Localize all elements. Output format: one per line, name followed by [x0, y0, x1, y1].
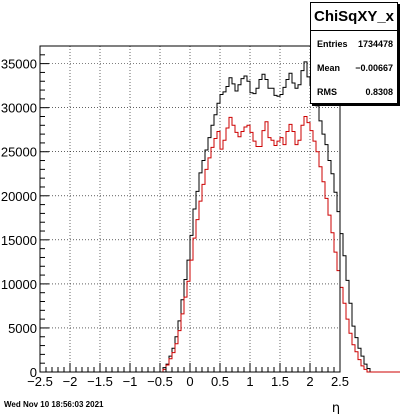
y-tick-label: 10000	[1, 277, 37, 292]
x-tick-label: −0.5	[147, 374, 173, 389]
stats-box: ChiSqXY_x Entries 1734478 Mean −0.00667 …	[310, 2, 398, 104]
stats-label: Mean	[317, 63, 341, 73]
x-axis-label: η	[332, 401, 340, 414]
x-tick-label: −2	[63, 374, 78, 389]
x-tick-label: 2.5	[331, 374, 349, 389]
x-tick-label: 1	[246, 374, 253, 389]
x-tick-label: −1.5	[87, 374, 113, 389]
axis-ticks: −2.5 −2 −1.5 −1 −0.5 0 0.5 1 1.5 2 2.5 0 5000 10000 15…	[1, 45, 349, 389]
x-tick-label: −1	[123, 374, 138, 389]
x-tick-label: 2	[306, 374, 313, 389]
stats-label: RMS	[317, 87, 337, 97]
x-tick-label: −2.5	[27, 374, 53, 389]
x-tick-label: 1.5	[271, 374, 289, 389]
y-tick-label: 25000	[1, 145, 37, 160]
grid-lines	[39, 46, 341, 372]
datestamp: Wed Nov 10 18:56:03 2021	[4, 400, 104, 409]
y-tick-label: 30000	[1, 101, 37, 116]
stats-title: ChiSqXY_x	[311, 3, 397, 31]
y-tick-label: 35000	[1, 57, 37, 72]
y-tick-label: 0	[30, 365, 37, 380]
stats-value: 0.8308	[365, 87, 393, 97]
stats-label: Entries	[317, 39, 348, 49]
y-tick-label: 20000	[1, 189, 37, 204]
x-tick-label: 0	[186, 374, 193, 389]
y-tick-label: 5000	[8, 321, 37, 336]
x-tick-label: 0.5	[211, 374, 229, 389]
stats-value: 1734478	[357, 39, 393, 49]
stats-row-rms: RMS 0.8308	[317, 87, 393, 97]
y-tick-label: 15000	[1, 233, 37, 248]
stats-row-entries: Entries 1734478	[317, 39, 393, 49]
stats-row-mean: Mean −0.00667	[317, 63, 393, 73]
stats-value: −0.00667	[355, 63, 393, 73]
